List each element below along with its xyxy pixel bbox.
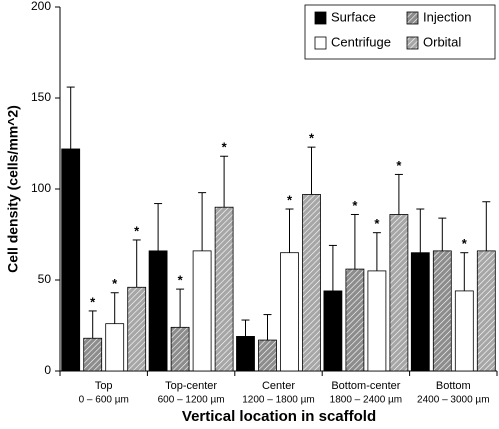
error-bar: [110, 292, 119, 324]
x-tick-label: Top: [95, 380, 113, 392]
error-bar: [350, 213, 359, 270]
legend-label: Centrifuge: [331, 34, 391, 49]
x-tick-sublabel: 2400 – 3000 µm: [417, 395, 489, 406]
bar: [302, 194, 321, 372]
error-bar: [460, 252, 469, 291]
bar: [170, 326, 190, 372]
error-bar: [263, 314, 272, 341]
significance-marker: *: [374, 216, 380, 231]
significance-marker: *: [287, 192, 293, 207]
bar: [127, 286, 147, 372]
significance-marker: *: [112, 276, 118, 291]
error-bar: [307, 146, 316, 195]
bar: [61, 148, 81, 372]
bar: [105, 323, 125, 372]
bar: [280, 252, 299, 372]
legend-swatch: [406, 36, 419, 50]
legend-swatch: [406, 11, 419, 25]
bar: [236, 336, 255, 372]
significance-marker: *: [309, 131, 315, 146]
bar: [323, 290, 343, 372]
bar: [410, 252, 430, 372]
bar: [389, 214, 409, 372]
error-bar: [372, 232, 381, 271]
significance-marker: *: [222, 140, 228, 155]
error-bar: [88, 310, 97, 339]
significance-marker: *: [462, 236, 468, 251]
bar: [367, 270, 387, 372]
y-tick-label: 200: [31, 0, 51, 13]
bar: [83, 337, 103, 372]
legend-swatch: [314, 36, 327, 50]
y-tick-label: 100: [31, 181, 51, 195]
error-bar: [241, 319, 250, 337]
error-bar: [220, 155, 229, 208]
error-bar: [154, 203, 163, 251]
significance-marker: *: [178, 273, 184, 288]
error-bar: [438, 217, 447, 251]
x-axis-label: Vertical location in scaffold: [182, 408, 376, 425]
significance-marker: *: [90, 294, 96, 309]
x-tick-sublabel: 600 – 1200 µm: [158, 395, 225, 406]
error-bar: [416, 208, 425, 253]
bar: [432, 250, 452, 372]
bar: [476, 250, 496, 372]
error-bar: [394, 173, 403, 215]
x-tick-label: Center: [262, 380, 295, 392]
bar: [148, 250, 168, 372]
error-bar: [482, 201, 491, 251]
y-tick-label: 150: [31, 90, 51, 104]
bar: [192, 250, 212, 372]
y-tick-label: 50: [38, 272, 52, 286]
legend-label: Surface: [331, 9, 376, 24]
y-axis-label: Cell density (cells/mm^2): [5, 105, 21, 273]
significance-marker: *: [134, 223, 140, 238]
bar: [258, 339, 277, 372]
error-bar: [176, 288, 185, 328]
legend-box: [304, 4, 496, 60]
error-bar: [132, 239, 141, 288]
x-tick-label: Bottom-center: [331, 380, 400, 392]
significance-marker: *: [396, 158, 402, 173]
bar: [214, 206, 234, 372]
x-tick-sublabel: 1800 – 2400 µm: [330, 395, 402, 406]
legend-label: Injection: [423, 9, 471, 24]
x-tick-label: Top-center: [165, 380, 217, 392]
legend-label: Orbital: [423, 34, 461, 49]
x-tick-sublabel: 1200 – 1800 µm: [242, 395, 314, 406]
y-tick-label: 0: [44, 363, 51, 377]
error-bar: [285, 208, 294, 253]
x-tick-label: Bottom: [436, 380, 471, 392]
error-bar: [328, 244, 337, 291]
bar: [454, 290, 474, 372]
error-bar: [66, 86, 75, 149]
legend-swatch: [314, 11, 327, 25]
significance-marker: *: [352, 198, 358, 213]
error-bar: [198, 192, 207, 251]
bar: [345, 268, 365, 372]
x-tick-sublabel: 0 – 600 µm: [79, 395, 129, 406]
